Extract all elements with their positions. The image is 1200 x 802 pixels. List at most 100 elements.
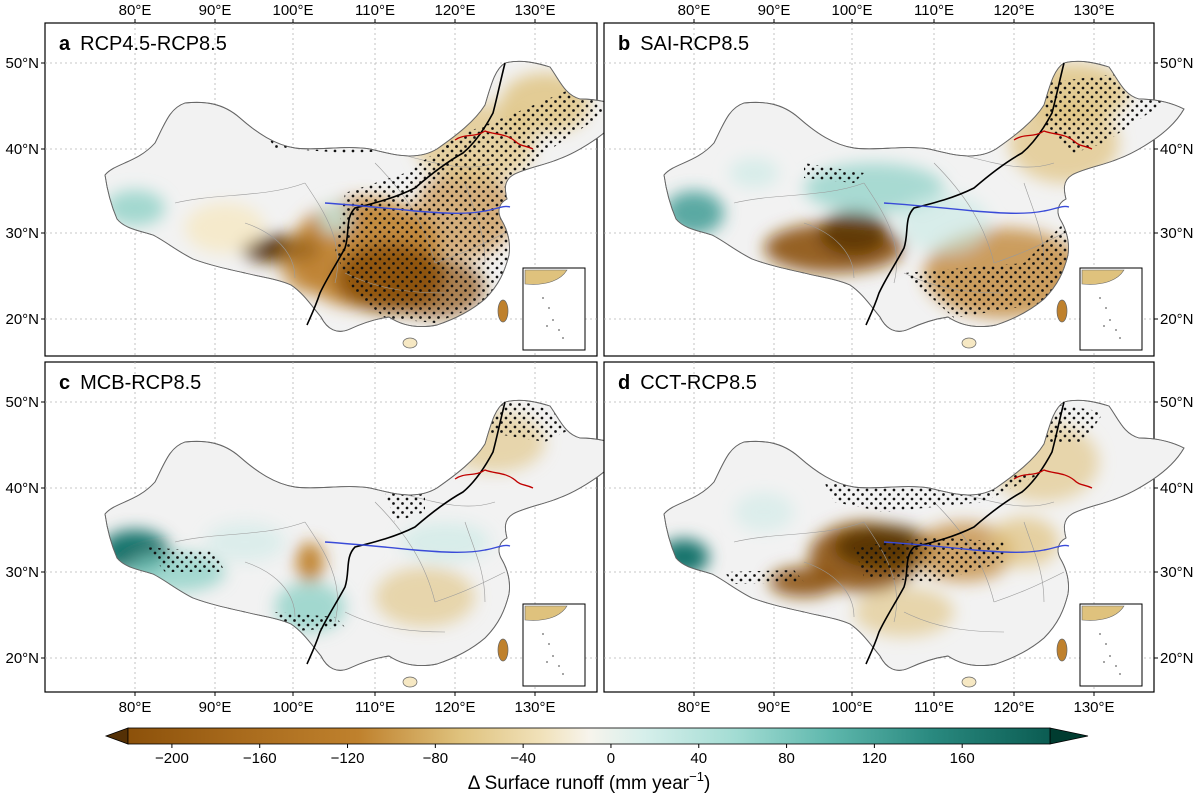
lon-tick-label: 110°E [355, 2, 395, 19]
province-line [933, 162, 995, 264]
lon-tick-label: 120°E [993, 699, 1034, 716]
inset-island [562, 337, 564, 339]
lat-tick-label: 20°N [5, 311, 39, 328]
province-line [803, 222, 855, 279]
colorbar-tick-label: −80 [423, 750, 448, 767]
climate-divide-line [865, 62, 1065, 326]
lat-tick-label: 40°N [5, 141, 39, 158]
province-line [733, 521, 865, 543]
province-line [863, 182, 897, 284]
runoff-anomaly-patch [296, 542, 324, 582]
province-line [374, 501, 436, 603]
inset-coast [1081, 269, 1125, 285]
south-china-sea-inset [1079, 603, 1143, 687]
lon-tick-label: 120°E [434, 699, 475, 716]
map-panel-c: c MCB-RCP8.5 80°E 90°E 100°E 110°E 120°E 130°E 2… [5, 361, 626, 716]
lon-tick-label: 80°E [119, 699, 152, 716]
lon-tick-label: 130°E [1073, 2, 1114, 19]
panel-scenario: MCB-RCP8.5 [80, 372, 201, 394]
panel-scenario: CCT-RCP8.5 [640, 372, 757, 394]
panel-letter: c [59, 372, 70, 394]
runoff-anomaly-patch [375, 567, 475, 627]
lon-tick-label: 80°E [678, 2, 711, 19]
lon-tick-label: 90°E [758, 699, 791, 716]
lon-tick-label: 90°E [199, 2, 232, 19]
lat-tick-label: 20°N [5, 650, 39, 667]
lon-tick-label: 120°E [993, 2, 1034, 19]
inset-island [558, 329, 560, 331]
lat-tick-label: 30°N [1160, 225, 1194, 242]
climate-divide-line [865, 401, 1065, 665]
china-border [663, 399, 1185, 671]
colorbar-label-main: Δ Surface runoff (mm year [468, 773, 690, 794]
climate-divide-line [306, 62, 506, 326]
inset-island [546, 325, 548, 327]
colorbar-extend-high [1049, 727, 1089, 745]
colorbar-scale [127, 727, 1051, 745]
south-china-sea-inset [1079, 267, 1143, 351]
lon-tick-label: 110°E [914, 699, 954, 716]
taiwan-island [1056, 638, 1068, 662]
lon-tick-label: 80°E [119, 2, 152, 19]
taiwan-island [497, 299, 509, 323]
china-border [104, 399, 626, 671]
colorbar-tick-label: 80 [778, 750, 795, 767]
lon-tick-label: 130°E [1073, 699, 1114, 716]
china-border [663, 60, 1185, 332]
province-line [244, 561, 296, 618]
lat-tick-label: 30°N [5, 225, 39, 242]
colorbar-label-exponent: −1 [689, 769, 704, 784]
province-line [993, 571, 1065, 603]
qinling-huaihe-line [324, 541, 511, 554]
colorbar: −200 −160 −120 −80 −40 0 40 80 120 160 Δ Surface r… [104, 727, 1089, 794]
province-line [464, 521, 486, 603]
runoff-anomaly-patch [899, 193, 989, 253]
province-line [244, 222, 296, 279]
taiwan-island [497, 638, 509, 662]
inset-island [1109, 655, 1111, 657]
inset-island [1119, 673, 1121, 675]
inset-island [1115, 329, 1117, 331]
runoff-anomaly-patch [185, 203, 265, 253]
lon-tick-label: 120°E [434, 2, 475, 19]
runoff-anomaly-patch [205, 522, 285, 562]
inset-island [1105, 643, 1107, 645]
map-panel-d: d CCT-RCP8.5 80°E 90°E 100°E 110°E 120°E 130°E 2… [603, 361, 1194, 716]
significance-stippling [854, 537, 1004, 582]
panel-letter: b [618, 33, 630, 55]
runoff-anomaly-patch [989, 517, 1059, 567]
lat-tick-label: 50°N [1160, 55, 1194, 72]
inset-island [1103, 325, 1105, 327]
lon-tick-label: 100°E [272, 699, 313, 716]
panel-title: d CCT-RCP8.5 [618, 372, 757, 394]
lon-tick-label: 100°E [831, 699, 872, 716]
lat-tick-label: 50°N [5, 394, 39, 411]
colorbar-tick-label: 0 [607, 750, 615, 767]
china-border [104, 60, 626, 332]
red-boundary-line [1013, 469, 1093, 489]
red-boundary-line [454, 469, 534, 489]
inset-island [1109, 319, 1111, 321]
inset-island [548, 643, 550, 645]
significance-stippling [335, 83, 605, 323]
significance-stippling [904, 223, 1074, 318]
lon-tick-label: 80°E [678, 699, 711, 716]
panel-scenario: RCP4.5-RCP8.5 [80, 33, 227, 55]
lat-tick-label: 40°N [1160, 141, 1194, 158]
province-line [304, 521, 338, 623]
colorbar-tick-label: 40 [690, 750, 707, 767]
colorbar-label-close: ) [704, 773, 710, 794]
inset-island [542, 297, 544, 299]
province-line [344, 611, 446, 633]
red-boundary-line [1013, 130, 1093, 150]
inset-island [542, 633, 544, 635]
inset-island [562, 673, 564, 675]
red-boundary-line [454, 130, 534, 150]
colorbar-tick-label: −160 [243, 750, 277, 767]
panel-title: a RCP4.5-RCP8.5 [59, 33, 227, 55]
panel-title: b SAI-RCP8.5 [618, 33, 749, 55]
inset-island [1105, 307, 1107, 309]
significance-stippling [145, 547, 225, 572]
inset-island [552, 319, 554, 321]
